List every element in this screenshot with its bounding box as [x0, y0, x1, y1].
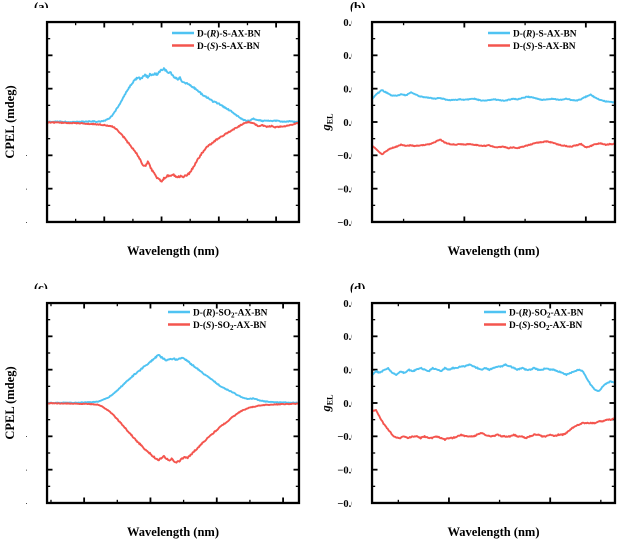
panel-d: (d) 500550−0.006−0.004−0.0020.0000.0020.… — [316, 271, 632, 542]
legend: D-(R)-SO2-AX-BND-(S)-SO2-AX-BN — [484, 307, 584, 332]
panel-a: (a) 400450500550600−30−20−100102030Wavel… — [0, 0, 316, 271]
series-line-s — [46, 120, 300, 183]
panel-b: (b) 500550−0.015−0.010−0.0050.0000.0050.… — [316, 0, 632, 271]
panel-d-plot: 500550−0.006−0.004−0.0020.0000.0020.0040… — [319, 289, 632, 539]
y-axis-title: gEL — [319, 395, 335, 413]
series-line-r — [46, 67, 300, 124]
svg-text:gEL: gEL — [319, 114, 335, 132]
x-axis-title: Wavelength (nm) — [127, 525, 219, 539]
x-axis-title: Wavelength (nm) — [447, 525, 539, 539]
svg-text:gEL: gEL — [319, 395, 335, 413]
legend-label: D-(S)-S-AX-BN — [513, 41, 576, 52]
series-line-r — [46, 353, 300, 405]
panel-c: (c) 450500550600−60−40−200204060Waveleng… — [0, 271, 316, 542]
panel-b-plot: 500550−0.015−0.010−0.0050.0000.0050.0100… — [319, 8, 632, 258]
legend-label: D-(R)-S-AX-BN — [197, 28, 261, 39]
series-line-s — [371, 409, 616, 442]
legend-label: D-(S)-SO2-AX-BN — [193, 320, 267, 332]
series-line-s — [46, 401, 300, 464]
series-line-r — [371, 89, 616, 104]
series-line-r — [371, 363, 616, 392]
y-axis-title: CPEL (mdeg) — [3, 366, 17, 439]
x-axis-title: Wavelength (nm) — [127, 244, 219, 258]
y-axis-title: CPEL (mdeg) — [3, 85, 17, 158]
legend: D-(R)-SO2-AX-BND-(S)-SO2-AX-BN — [168, 307, 268, 332]
legend: D-(R)-S-AX-BN D-(S)-S-AX-BN — [488, 28, 577, 52]
legend-label: D-(R)-S-AX-BN — [513, 28, 577, 39]
series-line-s — [371, 138, 616, 156]
x-axis-title: Wavelength (nm) — [447, 244, 539, 258]
legend-label: D-(R)-SO2-AX-BN — [509, 307, 584, 319]
panel-a-plot: 400450500550600−30−20−100102030Wavelengt… — [3, 8, 316, 258]
legend: D-(R)-S-AX-BN D-(S)-S-AX-BN — [172, 28, 261, 52]
y-axis-title: gEL — [319, 114, 335, 132]
panel-c-plot: 450500550600−60−40−200204060Wavelength (… — [3, 289, 316, 539]
legend-label: D-(S)-SO2-AX-BN — [509, 320, 583, 332]
legend-label: D-(S)-S-AX-BN — [197, 41, 260, 52]
legend-label: D-(R)-SO2-AX-BN — [193, 307, 268, 319]
